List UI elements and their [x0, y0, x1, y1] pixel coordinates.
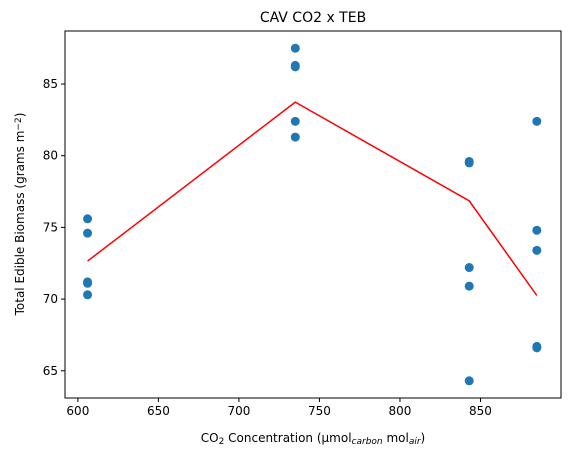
y-tick-label: 85 — [43, 77, 58, 91]
data-point — [83, 290, 93, 300]
x-tick-label: 850 — [469, 404, 492, 418]
y-tick-label: 75 — [43, 220, 58, 234]
axis-label-part: ) — [421, 431, 426, 445]
y-axis: 65 70 75 80 85 — [43, 77, 65, 378]
data-point — [83, 278, 93, 288]
axis-label-part: Total Edible Biomass (grams m — [13, 131, 27, 317]
x-tick-label: 800 — [389, 404, 412, 418]
data-point — [290, 43, 300, 53]
chart-title: CAV CO2 x TEB — [260, 10, 366, 26]
data-point — [532, 245, 542, 255]
data-point — [290, 116, 300, 126]
x-tick-label: 700 — [227, 404, 250, 418]
data-point — [464, 263, 474, 273]
axis-label-part: Concentration (µmol — [224, 431, 351, 445]
data-point — [290, 62, 300, 72]
mean-line — [87, 101, 538, 296]
data-point — [290, 132, 300, 142]
y-tick-label: 80 — [43, 149, 58, 163]
x-axis: 600 650 700 750 800 850 — [66, 398, 492, 418]
axis-label-part: carbon — [352, 437, 383, 447]
x-axis-label: CO2 Concentration (µmolcarbon molair) — [201, 431, 425, 447]
data-point — [83, 228, 93, 238]
y-axis-label: Total Edible Biomass (grams m−2) — [13, 113, 27, 317]
x-tick-label: 600 — [66, 404, 89, 418]
axis-label-part: mol — [383, 431, 409, 445]
axis-label-part: CO — [201, 431, 219, 445]
data-point — [83, 214, 93, 224]
y-tick-label: 65 — [43, 364, 58, 378]
axis-label-part: air — [409, 437, 422, 447]
y-tick-label: 70 — [43, 292, 58, 306]
data-point — [532, 116, 542, 126]
data-point — [464, 281, 474, 291]
x-tick-label: 650 — [147, 404, 170, 418]
series-layer — [83, 43, 542, 386]
axis-label-part: 2 — [219, 437, 225, 447]
axis-label-part: −2 — [14, 117, 24, 130]
data-point — [464, 376, 474, 386]
data-point — [532, 225, 542, 235]
data-point — [532, 343, 542, 353]
data-point — [464, 158, 474, 168]
x-tick-label: 750 — [308, 404, 331, 418]
axis-label-part: ) — [13, 113, 27, 118]
plot-frame — [64, 30, 562, 399]
